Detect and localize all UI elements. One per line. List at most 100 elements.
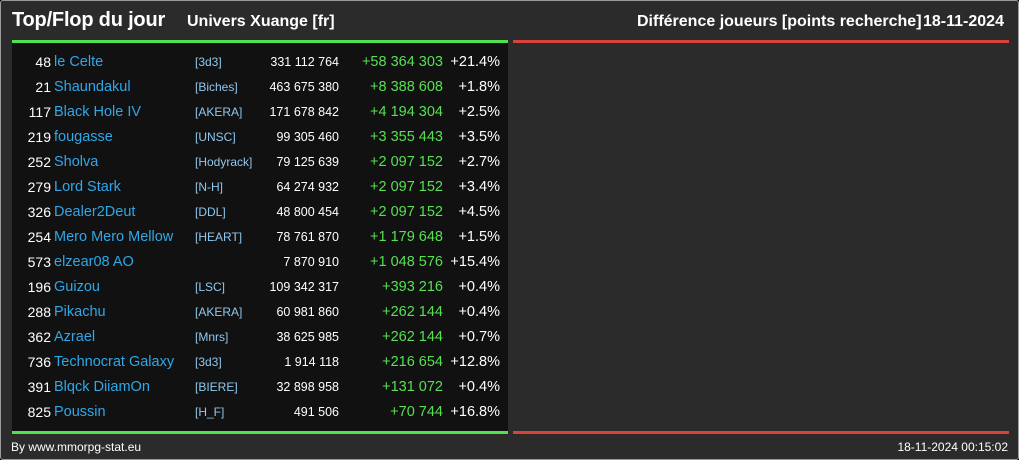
player-alliance: [Hodyrack]	[195, 155, 253, 169]
footer-timestamp: 18-11-2024 00:15:02	[897, 440, 1008, 454]
player-percent-change: +2.5%	[458, 104, 500, 120]
flop-accent-bar-bottom	[513, 431, 1009, 434]
player-percent-change: +1.5%	[458, 229, 500, 245]
player-alliance: [AKERA]	[195, 305, 243, 319]
player-points-diff: +8 388 608	[370, 79, 443, 95]
player-rank: 48	[35, 54, 51, 70]
top-accent-bar-bottom	[12, 431, 508, 434]
player-name-link[interactable]: fougasse	[54, 129, 113, 145]
player-alliance: [Biches]	[195, 80, 238, 94]
player-alliance: [AKERA]	[195, 105, 243, 119]
flop-players-panel	[513, 43, 1009, 431]
player-points: 331 112 764	[270, 55, 339, 69]
player-alliance: [H_F]	[195, 405, 225, 419]
player-name-link[interactable]: le Celte	[54, 54, 104, 70]
player-points-diff: +3 355 443	[370, 129, 443, 145]
player-points-diff: +2 097 152	[370, 154, 443, 170]
player-percent-change: +0.4%	[458, 279, 500, 295]
player-name-link[interactable]: Shaundakul	[54, 79, 131, 95]
player-percent-change: +0.4%	[458, 379, 500, 395]
player-rank: 252	[27, 154, 51, 170]
player-name-link[interactable]: Lord Stark	[54, 179, 121, 195]
player-percent-change: +21.4%	[450, 54, 500, 70]
player-name-link[interactable]: Dealer2Deut	[54, 204, 136, 220]
player-points-diff: +4 194 304	[370, 104, 443, 120]
metric-title: Différence joueurs [points recherche]	[637, 13, 922, 30]
top-accent-bar	[12, 40, 508, 43]
player-percent-change: +15.4%	[450, 254, 500, 270]
universe-subtitle: Univers Xuange [fr]	[187, 13, 335, 30]
player-percent-change: +3.4%	[458, 179, 500, 195]
top-players-list: 48 le Celte [3d3] 331 112 764 +58 364 303 +21…	[12, 50, 508, 425]
player-alliance: [UNSC]	[195, 130, 236, 144]
table-row: 48 le Celte [3d3] 331 112 764 +58 364 303 +21…	[12, 50, 508, 75]
player-points: 32 898 958	[276, 380, 339, 394]
player-alliance: [LSC]	[195, 280, 226, 294]
table-row: 21 Shaundakul [Biches] 463 675 380 +8 388 60…	[12, 75, 508, 100]
player-percent-change: +3.5%	[458, 129, 500, 145]
player-points-diff: +2 097 152	[370, 204, 443, 220]
player-alliance: [N-H]	[195, 180, 223, 194]
player-points: 38 625 985	[276, 330, 339, 344]
player-points: 171 678 842	[269, 105, 339, 119]
player-name-link[interactable]: Black Hole IV	[54, 104, 142, 120]
player-points: 64 274 932	[276, 180, 339, 194]
player-alliance: [3d3]	[195, 55, 222, 69]
player-points-diff: +131 072	[382, 379, 443, 395]
table-row: 362 Azrael [Mnrs] 38 625 985 +262 144 +0.7%	[12, 325, 508, 350]
player-percent-change: +4.5%	[458, 204, 500, 220]
player-points: 79 125 639	[276, 155, 339, 169]
table-row: 117 Black Hole IV [AKERA] 171 678 842 +4 194…	[12, 100, 508, 125]
table-row: 288 Pikachu [AKERA] 60 981 860 +262 144 +0.4%	[12, 300, 508, 325]
table-row: 219 fougasse [UNSC] 99 305 460 +3 355 443 +3.…	[12, 125, 508, 150]
player-name-link[interactable]: Sholva	[54, 154, 99, 170]
player-points-diff: +262 144	[382, 329, 443, 345]
player-rank: 279	[27, 179, 51, 195]
player-points-diff: +393 216	[382, 279, 443, 295]
player-points-diff: +1 048 576	[370, 254, 443, 270]
table-row: 252 Sholva [Hodyrack] 79 125 639 +2 097 152 +…	[12, 150, 508, 175]
player-rank: 254	[27, 229, 51, 245]
player-points-diff: +2 097 152	[370, 179, 443, 195]
header-date: 18-11-2024	[923, 13, 1004, 30]
player-rank: 736	[27, 354, 51, 370]
player-rank: 219	[27, 129, 51, 145]
page-title: Top/Flop du jour	[12, 9, 166, 31]
player-name-link[interactable]: Poussin	[54, 404, 106, 420]
player-alliance: [3d3]	[195, 355, 222, 369]
player-points-diff: +58 364 303	[361, 54, 443, 70]
player-points-diff: +216 654	[382, 354, 443, 370]
player-rank: 288	[27, 304, 51, 320]
footer-credit: By www.mmorpg-stat.eu	[11, 440, 142, 454]
top-players-panel: 48 le Celte [3d3] 331 112 764 +58 364 303 +21…	[12, 43, 508, 431]
table-row: 736 Technocrat Galaxy [3d3] 1 914 118 +216 6…	[12, 350, 508, 375]
player-name-link[interactable]: Pikachu	[54, 304, 106, 320]
player-rank: 196	[27, 279, 51, 295]
player-points-diff: +1 179 648	[370, 229, 443, 245]
table-row: 326 Dealer2Deut [DDL] 48 800 454 +2 097 152 +…	[12, 200, 508, 225]
player-rank: 362	[27, 329, 51, 345]
player-points: 1 914 118	[284, 355, 339, 369]
player-name-link[interactable]: Blqck DiiamOn	[54, 379, 150, 395]
player-points: 60 981 860	[276, 305, 339, 319]
player-alliance: [BIERE]	[195, 380, 238, 394]
player-name-link[interactable]: elzear08 AO	[54, 254, 134, 270]
table-row: 573 elzear08 AO 7 870 910 +1 048 576 +15.4%	[12, 250, 508, 275]
table-row: 196 Guizou [LSC] 109 342 317 +393 216 +0.4%	[12, 275, 508, 300]
player-percent-change: +2.7%	[458, 154, 500, 170]
player-name-link[interactable]: Technocrat Galaxy	[54, 354, 175, 370]
player-percent-change: +0.4%	[458, 304, 500, 320]
table-row: 279 Lord Stark [N-H] 64 274 932 +2 097 152 +3…	[12, 175, 508, 200]
player-points: 491 506	[293, 405, 339, 419]
card-header: Top/Flop du jour Univers Xuange [fr] Dif…	[1, 1, 1018, 41]
player-points: 99 305 460	[276, 130, 339, 144]
table-row: 391 Blqck DiiamOn [BIERE] 32 898 958 +131 07…	[12, 375, 508, 400]
player-name-link[interactable]: Mero Mero Mellow	[54, 229, 174, 245]
player-points: 463 675 380	[269, 80, 339, 94]
player-name-link[interactable]: Guizou	[54, 279, 100, 295]
player-points: 48 800 454	[276, 205, 339, 219]
table-row: 254 Mero Mero Mellow [HEART] 78 761 870 +1 1…	[12, 225, 508, 250]
player-points-diff: +70 744	[390, 404, 443, 420]
player-name-link[interactable]: Azrael	[54, 329, 96, 345]
player-percent-change: +16.8%	[450, 404, 500, 420]
